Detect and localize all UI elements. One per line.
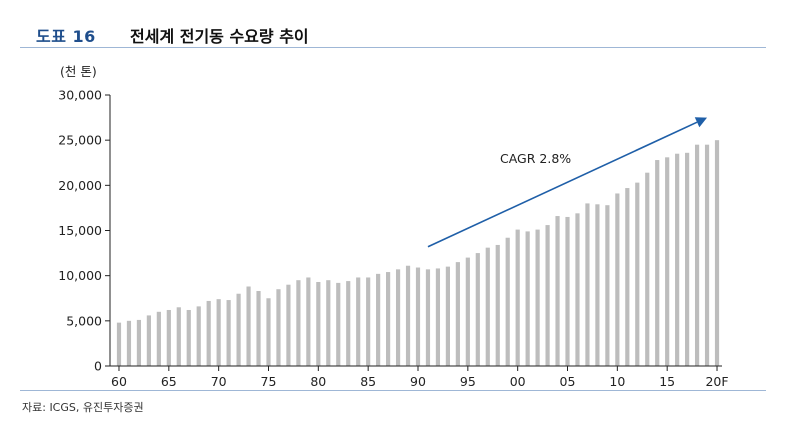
bar bbox=[555, 216, 560, 366]
bar bbox=[395, 269, 401, 366]
bar bbox=[326, 280, 331, 366]
y-tick-label: 5,000 bbox=[66, 313, 102, 328]
bar bbox=[246, 286, 251, 366]
bar bbox=[296, 280, 301, 366]
x-tick-label: 20F bbox=[705, 374, 728, 389]
bar bbox=[704, 144, 710, 366]
bar bbox=[306, 277, 311, 366]
bar bbox=[226, 300, 231, 366]
bar bbox=[495, 244, 500, 366]
bar bbox=[575, 213, 580, 366]
bar bbox=[196, 306, 201, 366]
bar bbox=[445, 266, 450, 366]
figure-title: 전세계 전기동 수요량 추이 bbox=[130, 27, 309, 46]
x-tick-label: 80 bbox=[310, 374, 326, 389]
bar bbox=[276, 289, 281, 366]
bar bbox=[665, 157, 670, 366]
bar bbox=[256, 291, 261, 366]
bar bbox=[655, 160, 660, 366]
x-tick-label: 95 bbox=[460, 374, 476, 389]
footer-divider bbox=[20, 390, 766, 391]
y-tick-label: 25,000 bbox=[58, 133, 102, 148]
bar bbox=[216, 299, 221, 366]
bar bbox=[146, 315, 151, 366]
x-axis-ticks: 60 65 70 75 80 85 90 95 00 05 10 15 20F bbox=[111, 366, 729, 389]
x-tick-label: 00 bbox=[510, 374, 526, 389]
bar bbox=[585, 203, 590, 366]
bar-series bbox=[116, 140, 720, 366]
bar bbox=[386, 272, 391, 366]
figure-label: 도표 16 bbox=[36, 27, 96, 46]
bar bbox=[266, 298, 271, 366]
y-axis-ticks: 0 5,000 10,000 15,000 20,000 25,000 30,000 bbox=[58, 88, 110, 374]
cagr-annotation: CAGR 2.8% bbox=[427, 117, 708, 248]
figure-header: 도표 16 전세계 전기동 수요량 추이 bbox=[20, 14, 766, 48]
x-tick-label: 05 bbox=[560, 374, 576, 389]
bar bbox=[525, 231, 530, 366]
bar bbox=[435, 268, 441, 366]
cagr-arrow-head bbox=[694, 117, 708, 128]
bar bbox=[455, 262, 460, 366]
x-tick-label: 15 bbox=[659, 374, 675, 389]
bar bbox=[366, 277, 371, 366]
axes bbox=[109, 95, 722, 367]
bar bbox=[605, 205, 610, 366]
bar bbox=[176, 307, 181, 366]
bar bbox=[685, 152, 690, 366]
bar bbox=[595, 204, 600, 366]
bar bbox=[714, 140, 720, 366]
bar bbox=[475, 253, 480, 366]
bar bbox=[356, 277, 361, 366]
bar bbox=[425, 269, 431, 366]
x-tick-label: 90 bbox=[410, 374, 426, 389]
bar bbox=[545, 225, 550, 366]
x-tick-label: 85 bbox=[360, 374, 376, 389]
y-tick-label: 15,000 bbox=[58, 223, 102, 238]
x-tick-label: 70 bbox=[211, 374, 227, 389]
bar bbox=[694, 144, 700, 366]
bar bbox=[286, 284, 291, 366]
x-tick-label: 75 bbox=[261, 374, 277, 389]
bar bbox=[675, 153, 680, 366]
bar bbox=[565, 216, 570, 366]
y-tick-label: 10,000 bbox=[58, 268, 102, 283]
y-tick-label: 30,000 bbox=[58, 88, 102, 103]
bar bbox=[136, 319, 142, 366]
bar bbox=[405, 265, 411, 366]
bar bbox=[236, 293, 241, 366]
cagr-arrow-line bbox=[427, 121, 698, 248]
bar bbox=[186, 309, 191, 366]
bar bbox=[635, 182, 640, 366]
source-note: 자료: ICGS, 유진투자증권 bbox=[22, 401, 144, 414]
x-tick-label: 60 bbox=[111, 374, 127, 389]
header-divider bbox=[20, 47, 766, 48]
bar bbox=[206, 300, 211, 366]
cagr-label: CAGR 2.8% bbox=[500, 151, 571, 166]
bar bbox=[515, 229, 520, 366]
y-tick-label: 0 bbox=[94, 359, 102, 374]
bar bbox=[336, 282, 341, 366]
x-tick-label: 65 bbox=[161, 374, 177, 389]
y-tick-label: 20,000 bbox=[58, 178, 102, 193]
bar bbox=[625, 188, 630, 366]
bar bbox=[126, 320, 132, 366]
bar bbox=[615, 193, 620, 366]
bar bbox=[166, 309, 171, 366]
bar bbox=[156, 311, 161, 366]
bar bbox=[465, 257, 470, 366]
y-axis-unit-label: (천 톤) bbox=[60, 64, 97, 79]
bar bbox=[535, 229, 540, 366]
bar bbox=[485, 247, 490, 366]
bar bbox=[116, 322, 122, 366]
bar bbox=[645, 172, 650, 366]
x-tick-label: 10 bbox=[609, 374, 625, 389]
bar bbox=[505, 237, 510, 366]
bar bbox=[346, 281, 351, 366]
bar bbox=[376, 273, 381, 366]
bar bbox=[415, 267, 421, 366]
bar bbox=[316, 281, 321, 366]
